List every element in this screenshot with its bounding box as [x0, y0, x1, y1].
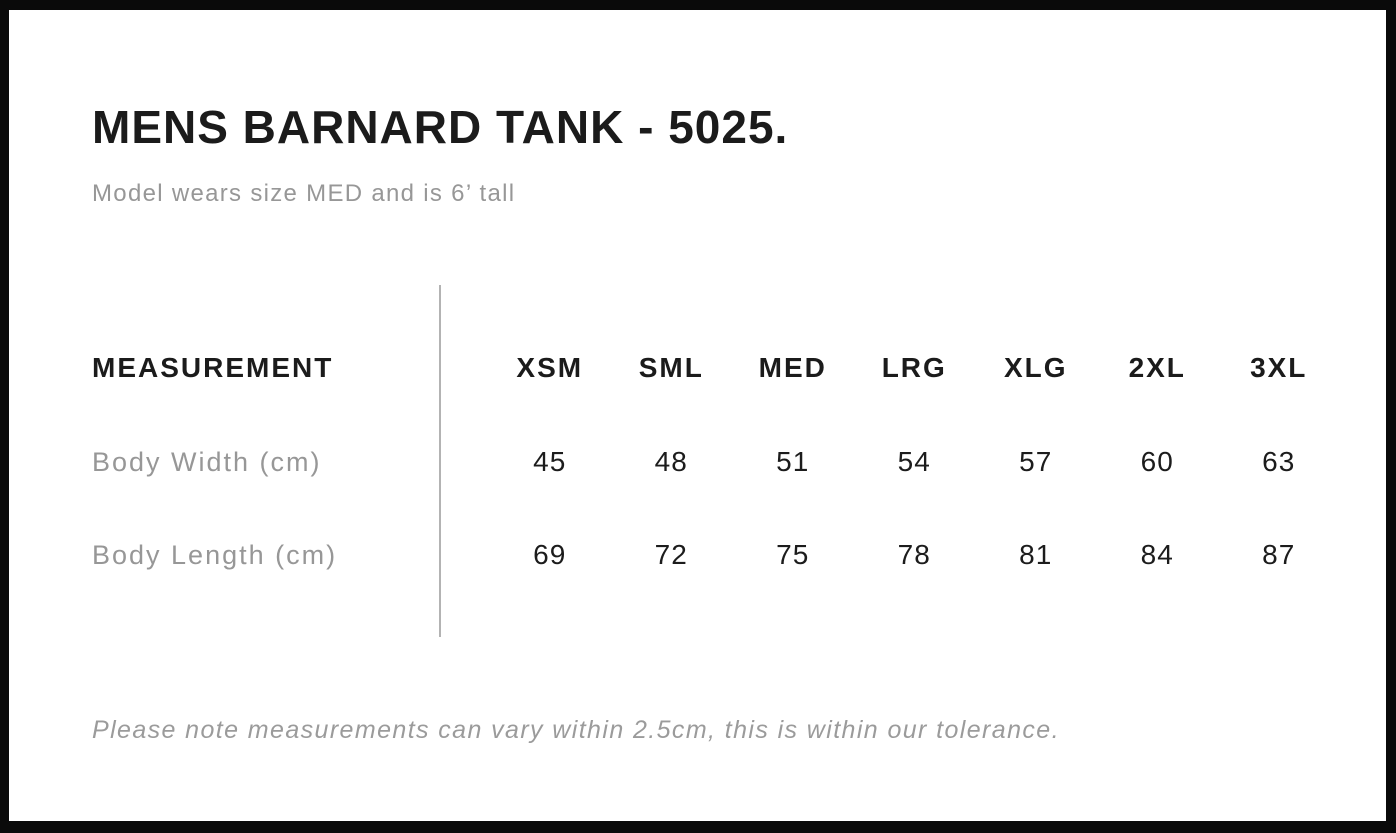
body-length-3xl: 87: [1262, 539, 1296, 570]
page-title: MENS BARNARD TANK - 5025.: [92, 101, 789, 153]
size-header-sml: SML: [638, 352, 704, 383]
body-length-xlg: 81: [1019, 539, 1053, 570]
body-length-xsm: 69: [533, 539, 567, 570]
size-header-xsm: XSM: [516, 352, 584, 383]
body-length-sml: 72: [654, 539, 688, 570]
body-width-sml: 48: [654, 446, 688, 477]
body-length-lrg: 78: [897, 539, 931, 570]
body-width-lrg: 54: [897, 446, 931, 477]
size-header-3xl: 3XL: [1250, 352, 1308, 383]
size-header-lrg: LRG: [881, 352, 947, 383]
size-header-med: MED: [758, 352, 827, 383]
size-header-2xl: 2XL: [1128, 352, 1186, 383]
model-size-note: Model wears size MED and is 6’ tall: [92, 180, 516, 207]
table-row-body-length: Body Length (cm) 69 72 75 78 81 84 87: [9, 541, 1340, 569]
row-label-body-width: Body Width (cm): [92, 447, 322, 477]
tolerance-note: Please note measurements can vary within…: [92, 716, 1060, 744]
size-header-xlg: XLG: [1003, 352, 1068, 383]
body-width-xsm: 45: [533, 446, 567, 477]
body-width-3xl: 63: [1262, 446, 1296, 477]
measurement-column-header: MEASUREMENT: [92, 352, 334, 383]
vertical-divider: [439, 285, 441, 637]
table-row-body-width: Body Width (cm) 45 48 51 54 57 60 63: [9, 448, 1340, 476]
body-width-xlg: 57: [1019, 446, 1053, 477]
body-width-med: 51: [776, 446, 810, 477]
body-width-2xl: 60: [1140, 446, 1174, 477]
row-label-body-length: Body Length (cm): [92, 540, 338, 570]
body-length-med: 75: [776, 539, 810, 570]
body-length-2xl: 84: [1140, 539, 1174, 570]
table-header-row: MEASUREMENT XSM SML MED LRG XLG 2XL 3XL: [9, 354, 1340, 382]
